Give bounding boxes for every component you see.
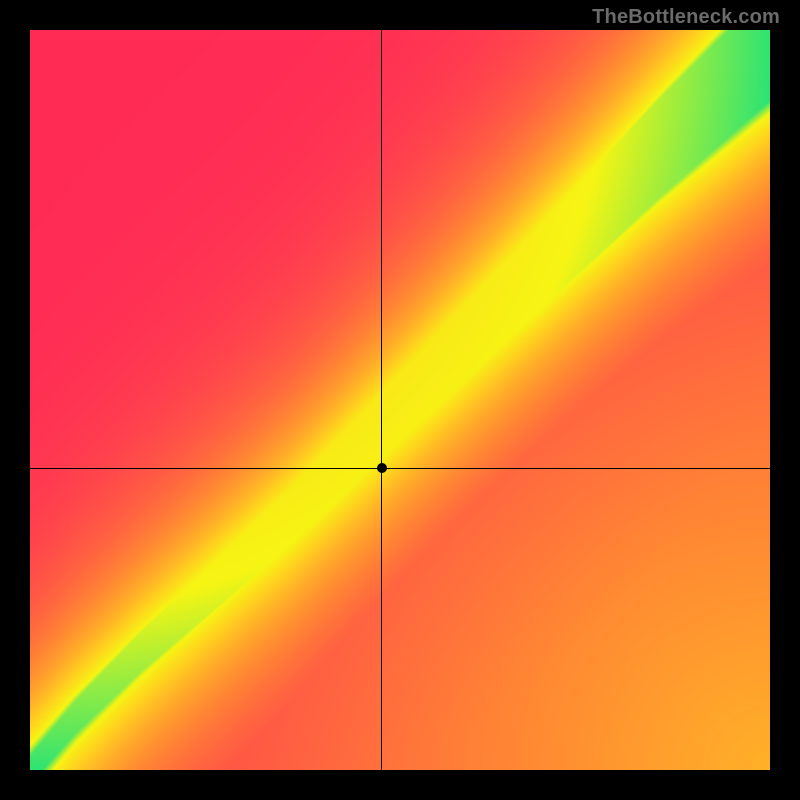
watermark-text: TheBottleneck.com xyxy=(592,6,780,29)
crosshair-vertical xyxy=(381,30,382,770)
heatmap-plot-area xyxy=(30,30,770,770)
chart-container: { "watermark": { "text": "TheBottleneck.… xyxy=(0,0,800,800)
heatmap-canvas xyxy=(30,30,770,770)
data-point-marker xyxy=(377,463,387,473)
crosshair-horizontal xyxy=(30,468,770,469)
